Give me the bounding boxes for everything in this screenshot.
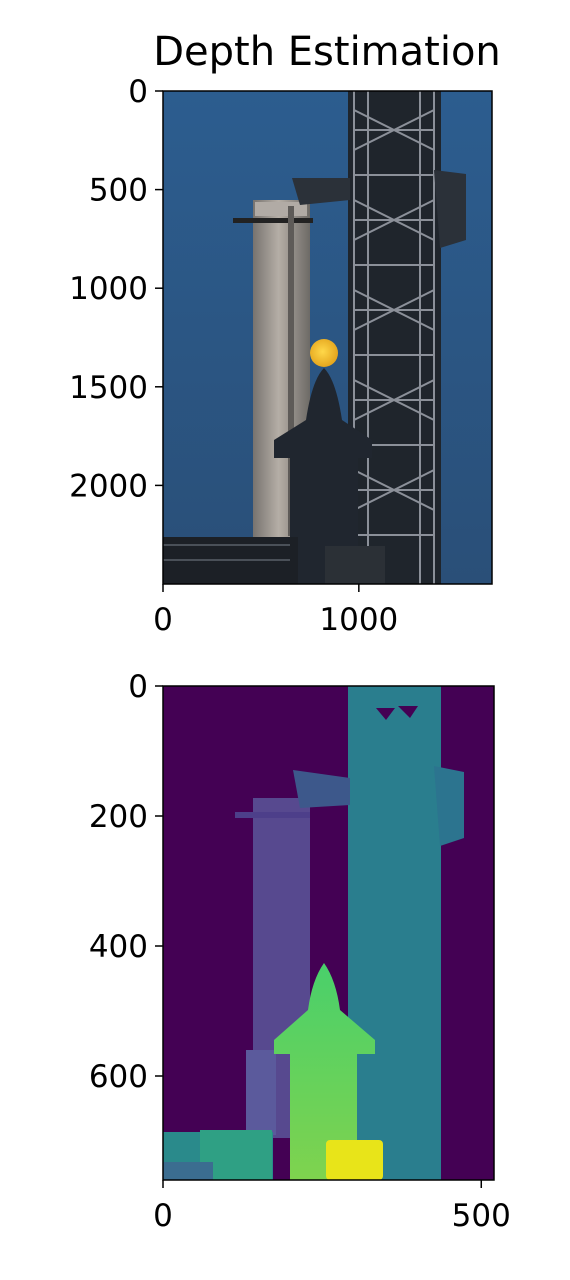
depth-ship <box>274 963 375 1180</box>
depth-y-tick-label: 600 <box>89 1059 148 1095</box>
photo-x-tick-label: 1000 <box>319 602 398 638</box>
photo-launch-tower <box>348 91 441 584</box>
photo-panel: 0 1000 0 500 1000 1500 2000 <box>69 74 493 638</box>
depth-y-tick-label: 0 <box>128 669 148 705</box>
photo-tower-lattice <box>353 91 435 584</box>
depth-near-object <box>326 1140 383 1180</box>
photo-image <box>163 91 492 584</box>
photo-ship <box>274 368 372 584</box>
photo-booster-cap <box>233 218 313 223</box>
chart-title: Depth Estimation <box>153 29 501 75</box>
depth-axes-frame <box>162 685 495 1181</box>
photo-moon <box>310 339 338 367</box>
depth-x-tick-label: 500 <box>452 1198 511 1234</box>
depth-image <box>163 686 494 1180</box>
depth-y-tick-label: 400 <box>89 929 148 965</box>
depth-y-tick-label: 200 <box>89 799 148 835</box>
depth-x-tick-label: 0 <box>153 1198 173 1234</box>
photo-y-tick-label: 1000 <box>69 271 148 307</box>
photo-x-tick-label: 0 <box>153 602 173 638</box>
photo-axes-frame <box>162 90 493 585</box>
photo-y-tick-label: 0 <box>128 74 148 110</box>
photo-axes: 0 1000 0 500 1000 1500 2000 <box>69 74 398 638</box>
depth-panel: 0 500 0 200 400 600 <box>89 669 511 1234</box>
photo-y-tick-label: 2000 <box>69 468 148 504</box>
photo-tower-arm <box>292 178 350 205</box>
photo-y-tick-label: 500 <box>89 173 148 209</box>
photo-y-tick-label: 1500 <box>69 370 148 406</box>
depth-tower <box>348 686 441 1180</box>
depth-axes: 0 500 0 200 400 600 <box>89 669 511 1234</box>
